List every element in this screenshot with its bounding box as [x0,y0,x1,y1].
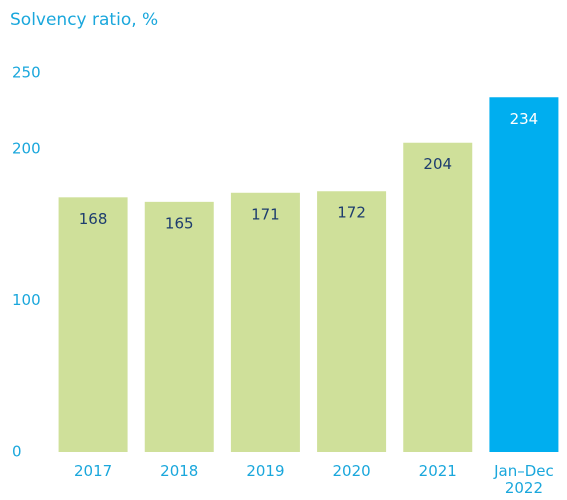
value-label: 172 [337,204,366,222]
y-tick-label: 100 [12,291,41,309]
bar [144,201,214,452]
bar [317,191,387,453]
value-label: 171 [251,205,280,223]
x-tick-label: 2017 [73,462,113,480]
y-tick-label: 200 [12,139,41,157]
value-label: 234 [510,110,539,128]
value-label: 168 [79,210,108,228]
bar [230,192,300,453]
chart-title: Solvency ratio, % [10,10,159,30]
bar [489,97,559,453]
value-label: 165 [165,214,194,232]
y-tick-label: 250 [12,64,41,82]
x-tick-label: 2020 [332,462,371,480]
bar [58,197,128,452]
bar [403,142,473,452]
x-tick-label: 2021 [418,462,457,480]
y-tick-label: 0 [12,443,22,461]
x-tick-label: 2018 [160,462,199,480]
value-label: 204 [423,155,452,173]
x-tick-label: 2019 [246,462,285,480]
x-tick-label: Jan–Dec 2022 [494,462,554,497]
